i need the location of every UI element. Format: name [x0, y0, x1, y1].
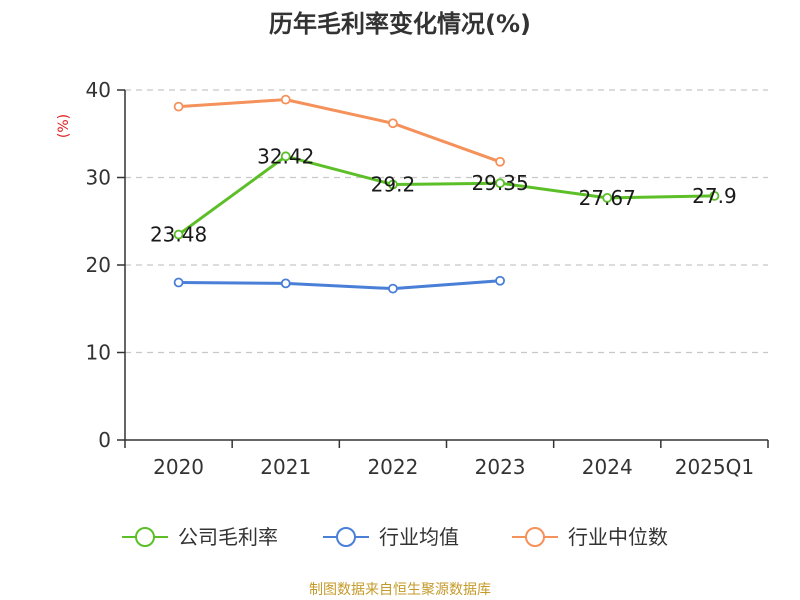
x-tick-label: 2022	[367, 455, 418, 479]
data-point[interactable]	[388, 179, 398, 190]
series-line	[177, 279, 502, 291]
legend-item-0[interactable]: 公司毛利率	[122, 525, 278, 549]
legend-marker	[135, 527, 155, 547]
legend-marker	[525, 527, 545, 547]
x-tick-label: 2023	[475, 455, 526, 479]
data-point[interactable]	[280, 151, 291, 162]
legend-marker	[336, 527, 356, 547]
series-line	[177, 98, 502, 164]
axes: 0 10 20 30 40 2020 2021 2022 2023 2024 2025Q1	[86, 78, 769, 479]
y-tick-label: 20	[86, 253, 111, 277]
gridlines	[125, 89, 768, 354]
y-tick-label: 40	[86, 78, 111, 102]
data-point[interactable]	[173, 229, 184, 240]
x-tick-label: 2024	[582, 455, 633, 479]
data-point[interactable]	[495, 275, 505, 286]
data-point[interactable]	[602, 192, 613, 203]
data-label: 23.48	[150, 223, 207, 247]
x-tick-label: 2025Q1	[675, 455, 754, 479]
data-point[interactable]	[173, 101, 184, 112]
x-tick-label: 2021	[260, 455, 311, 479]
data-point[interactable]	[388, 283, 398, 294]
legend-label: 行业均值	[379, 525, 459, 549]
data-label: 32.42	[257, 144, 314, 168]
y-tick-label: 30	[86, 166, 111, 190]
data-point[interactable]	[280, 94, 291, 105]
legend[interactable]: 公司毛利率 行业均值 行业中位数	[122, 525, 668, 549]
legend-item-1[interactable]: 行业均值	[323, 525, 459, 549]
data-labels: 23.48 32.42 29.2 29.35 27.67 27.9	[150, 144, 737, 246]
y-tick-label: 10	[86, 341, 111, 365]
series-line	[177, 154, 716, 237]
legend-item-2[interactable]: 行业中位数	[512, 525, 668, 549]
y-axis-unit-label: (%)	[56, 114, 72, 138]
data-label: 29.35	[471, 171, 528, 195]
series-1	[173, 275, 505, 294]
data-point[interactable]	[388, 118, 398, 129]
legend-label: 公司毛利率	[178, 525, 278, 549]
data-point[interactable]	[173, 277, 184, 288]
x-tick-label: 2020	[153, 455, 204, 479]
data-label: 29.2	[371, 173, 416, 197]
data-point[interactable]	[280, 278, 291, 289]
data-source-note: 制图数据来自恒生聚源数据库	[309, 582, 491, 598]
data-point[interactable]	[495, 156, 505, 167]
series-layer	[173, 94, 720, 294]
data-label: 27.67	[579, 186, 636, 210]
chart-title: 历年毛利率变化情况(%)	[269, 10, 531, 38]
legend-label: 行业中位数	[568, 525, 668, 549]
series-2	[173, 94, 505, 167]
data-point[interactable]	[495, 178, 505, 189]
series-0	[173, 151, 720, 240]
data-label: 27.9	[692, 184, 737, 208]
y-tick-label: 0	[98, 428, 111, 452]
data-point[interactable]	[709, 190, 720, 201]
